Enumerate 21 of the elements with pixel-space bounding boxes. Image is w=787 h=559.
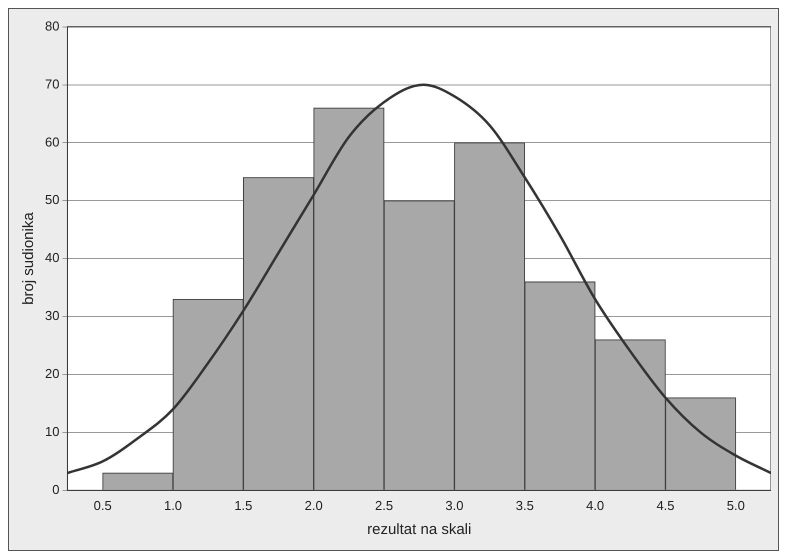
x-tick-label: 1.5: [234, 498, 252, 513]
x-tick-label: 1.0: [164, 498, 182, 513]
x-tick-label: 4.5: [656, 498, 675, 513]
x-tick-label: 5.0: [726, 498, 745, 513]
y-tick-label: 70: [44, 76, 60, 92]
y-tick-label: 30: [44, 308, 60, 324]
x-tick-label: 2.0: [304, 498, 323, 513]
x-tick-label: 4.0: [586, 498, 604, 513]
x-tick-label: 0.5: [94, 498, 112, 513]
y-tick-label: 60: [44, 134, 60, 150]
y-tick-label: 20: [44, 366, 60, 382]
y-tick-label: 0: [52, 482, 60, 497]
y-tick-label: 10: [44, 424, 60, 440]
x-tick-label: 3.5: [516, 498, 534, 513]
y-tick-label: 80: [44, 18, 60, 34]
y-tick-label: 50: [44, 192, 60, 208]
x-tick-label: 2.5: [375, 498, 394, 513]
y-axis-title: broj sudionika: [20, 212, 38, 305]
y-tick-label: 40: [44, 250, 60, 266]
x-axis-title: rezultat na skali: [367, 521, 472, 538]
x-tick-label: 3.0: [445, 498, 464, 513]
